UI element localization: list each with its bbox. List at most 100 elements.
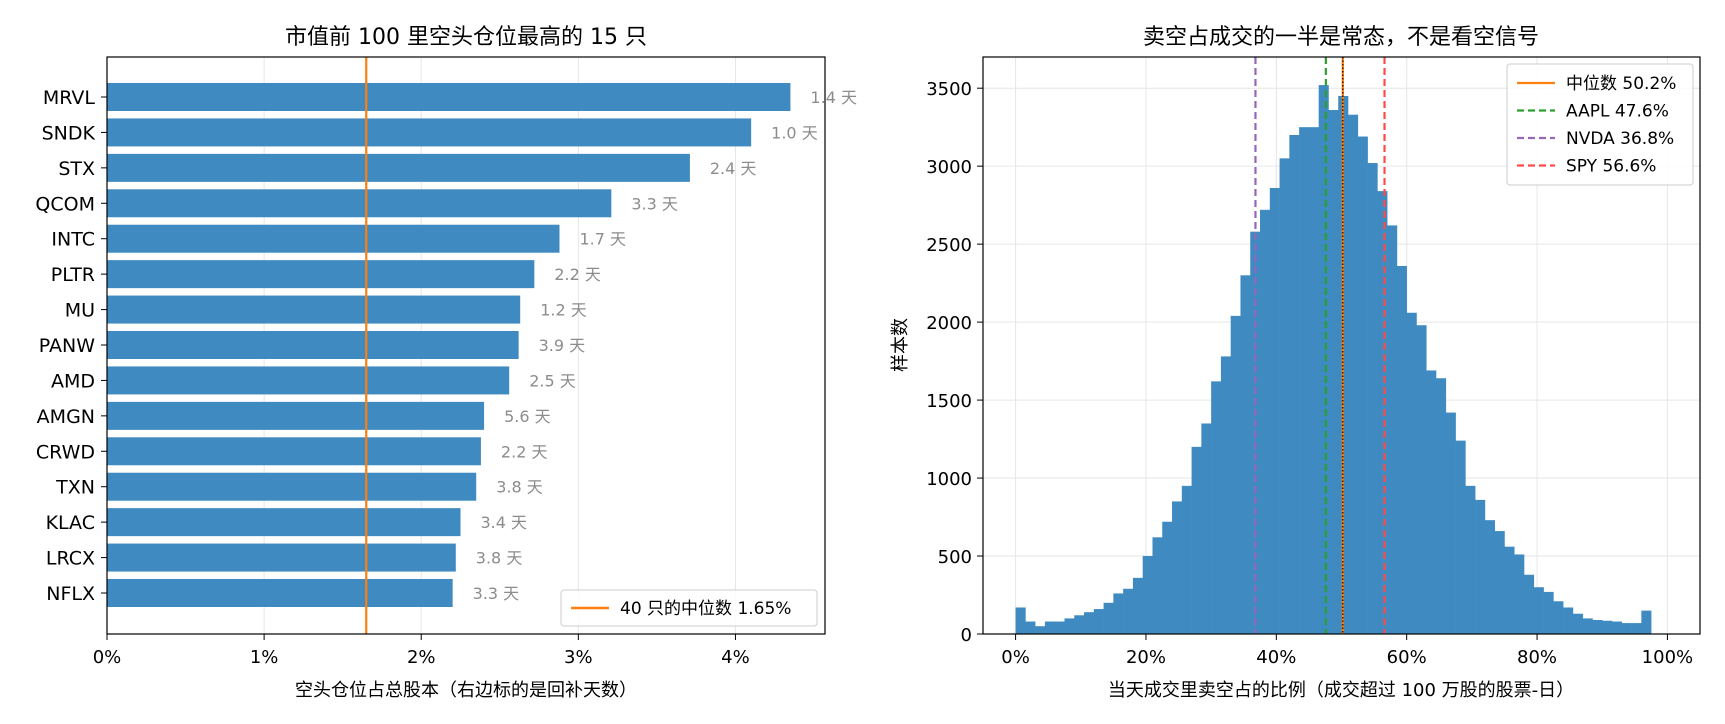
histogram-bar (1142, 556, 1153, 634)
bar (107, 189, 612, 218)
short-volume-histogram: 卖空占成交的一半是常态，不是看空信号 当天成交里卖空占的比例（成交超过 100 … (890, 25, 1701, 701)
left-legend-box (560, 589, 818, 627)
cover-days-label: 3.8 天 (496, 478, 543, 497)
histogram-bar (1602, 620, 1613, 634)
cover-days-label: 3.8 天 (476, 549, 523, 568)
histogram-bar (1240, 275, 1251, 634)
left-x-tick-label: 3% (564, 647, 593, 668)
histogram-bar (1103, 602, 1114, 634)
histogram-bar (1592, 619, 1603, 634)
histogram-bar (1054, 621, 1065, 634)
left-y-tick-label: LRCX (46, 548, 95, 570)
right-chart-ylabel: 样本数 (890, 318, 911, 372)
histogram-bar (1445, 412, 1456, 634)
histogram-bar (1475, 499, 1486, 634)
left-y-tick-label: CRWD (36, 441, 95, 463)
histogram-bar (1641, 610, 1652, 634)
histogram-bar (1191, 446, 1202, 634)
bar (107, 224, 560, 253)
histogram-bar (1064, 618, 1075, 634)
histogram-bar (1181, 485, 1192, 634)
cover-days-label: 3.4 天 (481, 513, 528, 532)
histogram-bar (1084, 612, 1095, 634)
right-chart-xlabel: 当天成交里卖空占的比例（成交超过 100 万股的股票-日） (1108, 680, 1574, 701)
left-y-tick-label: KLAC (46, 512, 95, 534)
left-y-tick-label: PLTR (51, 264, 95, 286)
bar (107, 472, 477, 501)
histogram-bar (1230, 315, 1241, 634)
histogram-bar (1152, 537, 1163, 634)
histogram-bar (1308, 127, 1319, 635)
left-y-tick-label: NFLX (46, 583, 95, 605)
right-y-tick-label: 500 (938, 547, 972, 568)
histogram-bar (1563, 607, 1574, 634)
left-bars (107, 83, 791, 607)
histogram-bar (1299, 127, 1310, 635)
cover-days-label: 3.3 天 (631, 194, 678, 213)
cover-days-label: 1.4 天 (810, 88, 857, 107)
histogram-bar (1524, 574, 1535, 634)
left-y-tick-label: PANW (39, 335, 95, 357)
histogram-bar (1484, 520, 1495, 634)
cover-days-label: 1.7 天 (579, 230, 626, 249)
bar (107, 295, 521, 324)
left-y-tick-label: MU (65, 300, 95, 322)
histogram-bar (1465, 485, 1476, 634)
right-x-ticks: 0% 20% 40% 60% 80% 100% (1001, 634, 1693, 668)
left-x-tick-label: 0% (93, 647, 122, 668)
histogram-bar (1201, 423, 1212, 634)
histogram-bar (1132, 577, 1143, 634)
histogram-bar (1123, 588, 1134, 634)
left-y-tick-label: QCOM (35, 193, 95, 215)
histogram-bar (1631, 623, 1642, 634)
histogram-bar (1553, 601, 1564, 634)
right-x-tick-label: 100% (1642, 647, 1693, 668)
left-y-tick-label: INTC (51, 229, 95, 251)
left-y-tick-label: STX (58, 158, 95, 180)
right-legend-entry: 中位数 50.2% (1566, 74, 1676, 94)
right-legend-box (1506, 63, 1694, 186)
cover-days-label: 2.4 天 (710, 159, 757, 178)
histogram-bar (1162, 521, 1173, 634)
right-legend-entry: AAPL 47.6% (1566, 102, 1669, 122)
right-reference-lines (1254, 57, 1386, 634)
left-legend-entry: 40 只的中位数 1.65% (620, 599, 791, 619)
right-legend-entry: NVDA 36.8% (1566, 129, 1674, 149)
right-y-tick-label: 3000 (926, 157, 972, 178)
histogram-bar (1367, 163, 1378, 634)
left-y-tick-label: MRVL (43, 87, 96, 109)
bar (107, 401, 485, 430)
left-chart-title: 市值前 100 里空头仓位最高的 15 只 (285, 25, 647, 50)
histogram-bar (1220, 356, 1231, 634)
histogram-bar (1025, 621, 1036, 634)
histogram-bar (1035, 626, 1046, 634)
bar (107, 579, 453, 607)
histogram-bar (1289, 134, 1300, 635)
histogram-bar (1494, 531, 1505, 634)
right-x-tick-label: 80% (1517, 647, 1557, 668)
right-legend-entry: SPY 56.6% (1566, 157, 1656, 177)
right-y-tick-label: 0 (961, 625, 972, 646)
histogram-bar (1612, 621, 1623, 634)
histogram-bar (1328, 110, 1339, 635)
left-x-tick-label: 2% (407, 647, 436, 668)
histogram-bar (1416, 325, 1427, 634)
cover-days-label: 1.0 天 (771, 123, 818, 142)
right-y-tick-label: 1500 (926, 391, 972, 412)
histogram-bar (1377, 191, 1388, 634)
left-cover-days-labels: 1.4 天 1.0 天 2.4 天 3.3 天 1.7 天 2.2 天 1.2 天 3.9 天… (473, 88, 857, 603)
right-chart-title: 卖空占成交的一半是常态，不是看空信号 (1143, 25, 1539, 50)
right-y-tick-label: 2500 (926, 235, 972, 256)
right-x-tick-label: 60% (1387, 647, 1427, 668)
cover-days-label: 5.6 天 (504, 407, 551, 426)
histogram-bar (1504, 546, 1515, 634)
left-x-tick-label: 4% (721, 647, 750, 668)
right-y-tick-label: 2000 (926, 313, 972, 334)
histogram-bar (1436, 378, 1447, 634)
histogram-bar (1279, 158, 1290, 634)
histogram-bar (1572, 613, 1583, 634)
right-legend: 中位数 50.2% AAPL 47.6% NVDA 36.8% SPY 56.6% (1506, 63, 1694, 186)
right-x-tick-label: 40% (1256, 647, 1296, 668)
